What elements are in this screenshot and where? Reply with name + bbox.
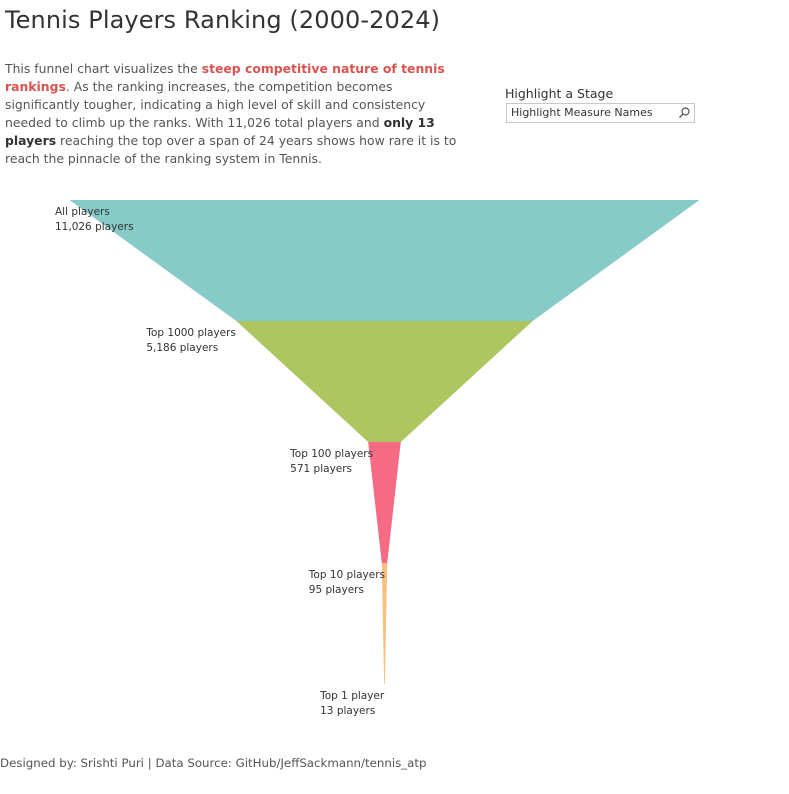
funnel-chart (69, 200, 700, 684)
stage-name: All players (55, 206, 110, 218)
funnel-segment-2[interactable] (236, 321, 533, 442)
stage-count: 13 players (320, 705, 376, 717)
funnel-label-5: Top 1 player 13 players (320, 689, 384, 719)
funnel-label-1: All players 11,026 players (55, 205, 134, 235)
description-text-1: This funnel chart visualizes the (5, 61, 202, 76)
stage-name: Top 100 players (290, 448, 374, 460)
funnel-segment-3[interactable] (368, 442, 401, 563)
footer-credit: Designed by: Srishti Puri | Data Source:… (0, 756, 427, 770)
stage-count: 11,026 players (55, 221, 134, 233)
highlight-stage-placeholder: Highlight Measure Names (511, 106, 653, 119)
stage-name: Top 1000 players (146, 327, 236, 339)
highlight-stage-label: Highlight a Stage (505, 86, 614, 101)
funnel-segment-4[interactable] (381, 563, 388, 684)
page-title: Tennis Players Ranking (2000-2024) (5, 6, 441, 34)
stage-count: 95 players (308, 584, 364, 596)
funnel-label-3: Top 100 players 571 players (290, 447, 373, 477)
description-highlight-1: steep competitive nature of tennis ranki… (5, 61, 445, 94)
stage-name: Top 10 players (308, 569, 386, 581)
highlight-stage-input[interactable]: Highlight Measure Names (506, 103, 695, 123)
stage-name: Top 1 player (320, 690, 385, 702)
description-text-2: . As the ranking increases, the competit… (5, 79, 426, 130)
stage-count: 5,186 players (146, 342, 219, 354)
chart-description: This funnel chart visualizes the steep c… (5, 60, 467, 168)
funnel-label-4: Top 10 players 95 players (309, 568, 385, 598)
funnel-label-2: Top 1000 players 5,186 players (146, 326, 236, 356)
stage-count: 571 players (290, 463, 353, 475)
search-icon[interactable] (678, 106, 691, 119)
funnel-segment-1[interactable] (69, 200, 700, 321)
description-highlight-2: only 13 players (5, 115, 435, 148)
description-text-3: reaching the top over a span of 24 years… (5, 133, 457, 166)
